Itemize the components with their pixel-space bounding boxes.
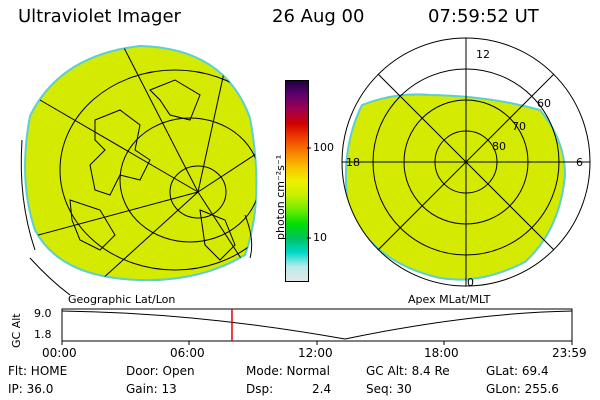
status-dsp-value: 2.4 [312,382,332,396]
gc-alt-axis-label: GC Alt [10,313,23,348]
mlt-6-label: 6 [576,156,583,169]
instrument-title: Ultraviolet Imager [18,6,181,27]
mlt-0-label: 0 [467,276,474,289]
polar-grid [341,37,591,287]
date-label: 26 Aug 00 [272,6,365,27]
lat-60-label: 60 [537,97,551,110]
time-tick-1800: 18:00 [424,346,459,360]
gc-alt-max: 9.0 [34,307,52,320]
time-label: 07:59:52 UT [428,6,539,27]
colorbar-tick-10: 10 [313,231,327,244]
status-door: Door: Open [126,364,195,378]
right-map-caption: Apex MLat/MLT [408,293,491,306]
color-scale-ticks [307,147,311,239]
status-gain: Gain: 13 [126,382,177,396]
mlt-18-label: 18 [346,156,360,169]
gc-alt-curve [61,310,573,340]
time-tick-0600: 06:00 [170,346,205,360]
left-aurora-fill [24,44,258,282]
status-dsp-label: Dsp: [246,382,274,396]
status-glon: GLon: 255.6 [486,382,559,396]
status-ip: IP: 36.0 [8,382,54,396]
left-outer-arcs [20,139,253,296]
time-tick-1200: 12:00 [298,346,333,360]
lat-70-label: 70 [512,120,526,133]
colorbar-unit-label: photon cm⁻²s⁻¹ [274,154,287,240]
left-map-caption: Geographic Lat/Lon [68,293,176,306]
time-tick-0000: 00:00 [42,346,77,360]
lat-80-label: 80 [492,140,506,153]
colorbar-tick-100: 100 [313,141,334,154]
status-glat: GLat: 69.4 [486,364,549,378]
status-flt: Flt: HOME [8,364,68,378]
status-seq: Seq: 30 [366,382,412,396]
color-scale-bar [285,80,309,282]
left-grid [25,46,257,281]
gc-alt-min: 1.8 [34,328,52,341]
mlt-12-label: 12 [476,48,490,61]
right-aurora-fill [344,93,567,281]
status-gc-alt: GC Alt: 8.4 Re [366,364,450,378]
time-tick-2359: 23:59 [552,346,587,360]
status-mode: Mode: Normal [246,364,330,378]
